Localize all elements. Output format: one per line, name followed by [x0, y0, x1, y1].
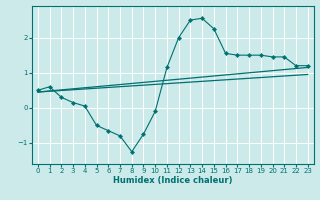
X-axis label: Humidex (Indice chaleur): Humidex (Indice chaleur) [113, 176, 233, 185]
